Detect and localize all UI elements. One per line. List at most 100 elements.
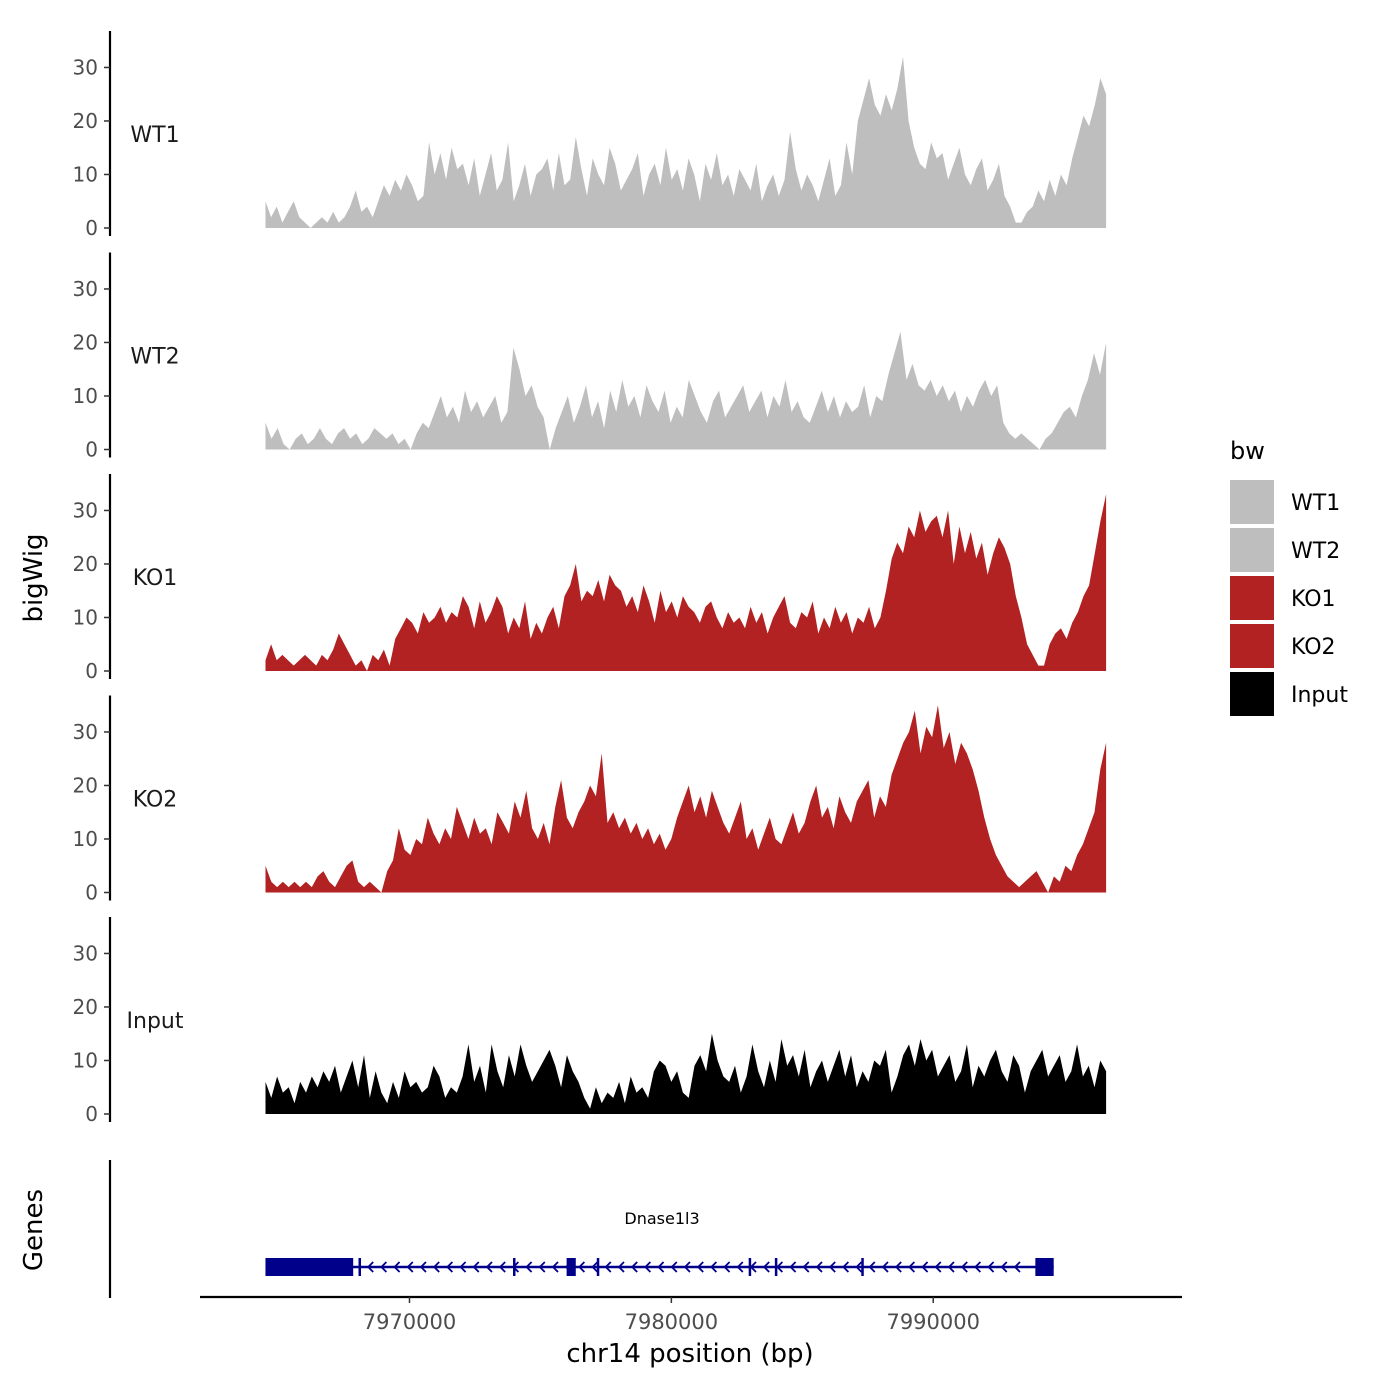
x-axis: 7970000 7980000 7990000 <box>200 1295 1182 1334</box>
track-label: Input <box>127 1009 184 1034</box>
strand-arrow <box>710 1261 718 1273</box>
track-input: 0 10 20 30 Input <box>73 917 1107 1126</box>
strand-arrow <box>432 1261 440 1273</box>
strand-arrow <box>366 1261 374 1273</box>
x-tick-label: 7970000 <box>363 1310 457 1334</box>
strand-arrow <box>670 1261 678 1273</box>
strand-arrow <box>908 1261 916 1273</box>
strand-arrow <box>1013 1261 1021 1273</box>
y-tick-label: 0 <box>85 881 98 905</box>
strand-arrow <box>987 1261 995 1273</box>
strand-arrow <box>498 1261 506 1273</box>
strand-arrow <box>947 1261 955 1273</box>
y-tick-label: 20 <box>73 773 98 797</box>
strand-arrow <box>934 1261 942 1273</box>
y-tick-label: 30 <box>73 941 98 965</box>
coverage-tracks: 0 10 20 30 WT1 0 10 20 30 WT2 0 10 20 30 KO1 0 10 20 30 KO2… <box>73 31 1107 1126</box>
y-tick-label: 10 <box>73 605 98 629</box>
strand-arrow <box>617 1261 625 1273</box>
legend-swatch-wt1 <box>1230 480 1274 524</box>
strand-arrow <box>868 1261 876 1273</box>
x-axis-label: chr14 position (bp) <box>566 1339 813 1369</box>
strand-arrow <box>525 1261 533 1273</box>
legend-label: WT1 <box>1291 491 1340 516</box>
legend-title: bw <box>1230 437 1265 465</box>
coverage-area-input <box>265 1033 1107 1114</box>
track-wt2: 0 10 20 30 WT2 <box>73 252 1107 462</box>
legend-label: Input <box>1291 683 1348 708</box>
legend-label: KO2 <box>1291 635 1336 660</box>
y-tick-label: 0 <box>85 216 98 240</box>
coverage-area-ko1 <box>265 494 1107 671</box>
strand-arrow <box>696 1261 704 1273</box>
exon-block <box>265 1258 354 1276</box>
x-tick-label: 7990000 <box>886 1310 980 1334</box>
strand-arrow <box>630 1261 638 1273</box>
legend-label: KO1 <box>1291 587 1336 612</box>
coverage-area-wt2 <box>265 331 1107 450</box>
strand-arrow <box>591 1261 599 1273</box>
strand-arrow <box>657 1261 665 1273</box>
y-tick-label: 10 <box>73 827 98 851</box>
y-tick-label: 30 <box>73 498 98 522</box>
y-tick-label: 20 <box>73 109 98 133</box>
legend-swatch-ko1 <box>1230 576 1274 620</box>
strand-arrow <box>881 1261 889 1273</box>
y-tick-label: 30 <box>73 55 98 79</box>
strand-arrow <box>815 1261 823 1273</box>
strand-arrow <box>855 1261 863 1273</box>
strand-arrow <box>974 1261 982 1273</box>
strand-arrow <box>459 1261 467 1273</box>
strand-arrow <box>736 1261 744 1273</box>
strand-arrow <box>842 1261 850 1273</box>
strand-arrow <box>380 1261 388 1273</box>
legend-swatch-ko2 <box>1230 624 1274 668</box>
strand-arrow <box>446 1261 454 1273</box>
coverage-area-ko2 <box>265 705 1107 893</box>
exon-block <box>1035 1258 1054 1276</box>
exon-block <box>566 1258 576 1276</box>
strand-arrow <box>723 1261 731 1273</box>
legend-label: WT2 <box>1291 539 1340 564</box>
strand-arrow <box>802 1261 810 1273</box>
gene-name: Dnase1l3 <box>624 1209 699 1228</box>
y-tick-label: 10 <box>73 384 98 408</box>
y-tick-label: 10 <box>73 162 98 186</box>
y-tick-label: 0 <box>85 438 98 462</box>
strand-arrow <box>644 1261 652 1273</box>
strand-arrow <box>828 1261 836 1273</box>
strand-arrow <box>921 1261 929 1273</box>
y-tick-label: 30 <box>73 277 98 301</box>
track-ko1: 0 10 20 30 KO1 <box>73 474 1107 683</box>
strand-arrow <box>604 1261 612 1273</box>
y-tick-label: 0 <box>85 1102 98 1126</box>
track-wt1: 0 10 20 30 WT1 <box>73 31 1107 240</box>
y-tick-label: 20 <box>73 330 98 354</box>
strand-arrow <box>762 1261 770 1273</box>
track-label: WT1 <box>130 123 179 148</box>
strand-arrow <box>683 1261 691 1273</box>
genes-axis-label: Genes <box>19 1189 49 1271</box>
strand-arrow <box>789 1261 797 1273</box>
y-tick-label: 20 <box>73 995 98 1019</box>
legend: bw WT1 WT2 KO1 KO2 Input <box>1230 437 1348 716</box>
y-tick-label: 0 <box>85 659 98 683</box>
coverage-area-wt1 <box>265 56 1107 228</box>
strand-arrow <box>393 1261 401 1273</box>
y-tick-label: 20 <box>73 552 98 576</box>
strand-arrow <box>776 1261 784 1273</box>
strand-arrow <box>1000 1261 1008 1273</box>
gene-panel: Dnase1l3 <box>108 1160 1054 1298</box>
strand-arrow <box>894 1261 902 1273</box>
strand-arrow <box>419 1261 427 1273</box>
track-label: WT2 <box>130 345 179 370</box>
strand-arrow <box>578 1261 586 1273</box>
y-tick-label: 30 <box>73 720 98 744</box>
x-tick-label: 7980000 <box>625 1310 719 1334</box>
track-label: KO1 <box>133 566 178 591</box>
track-label: KO2 <box>133 788 178 813</box>
strand-arrow <box>551 1261 559 1273</box>
strand-arrow <box>472 1261 480 1273</box>
y-axis-label: bigWig <box>19 533 49 622</box>
